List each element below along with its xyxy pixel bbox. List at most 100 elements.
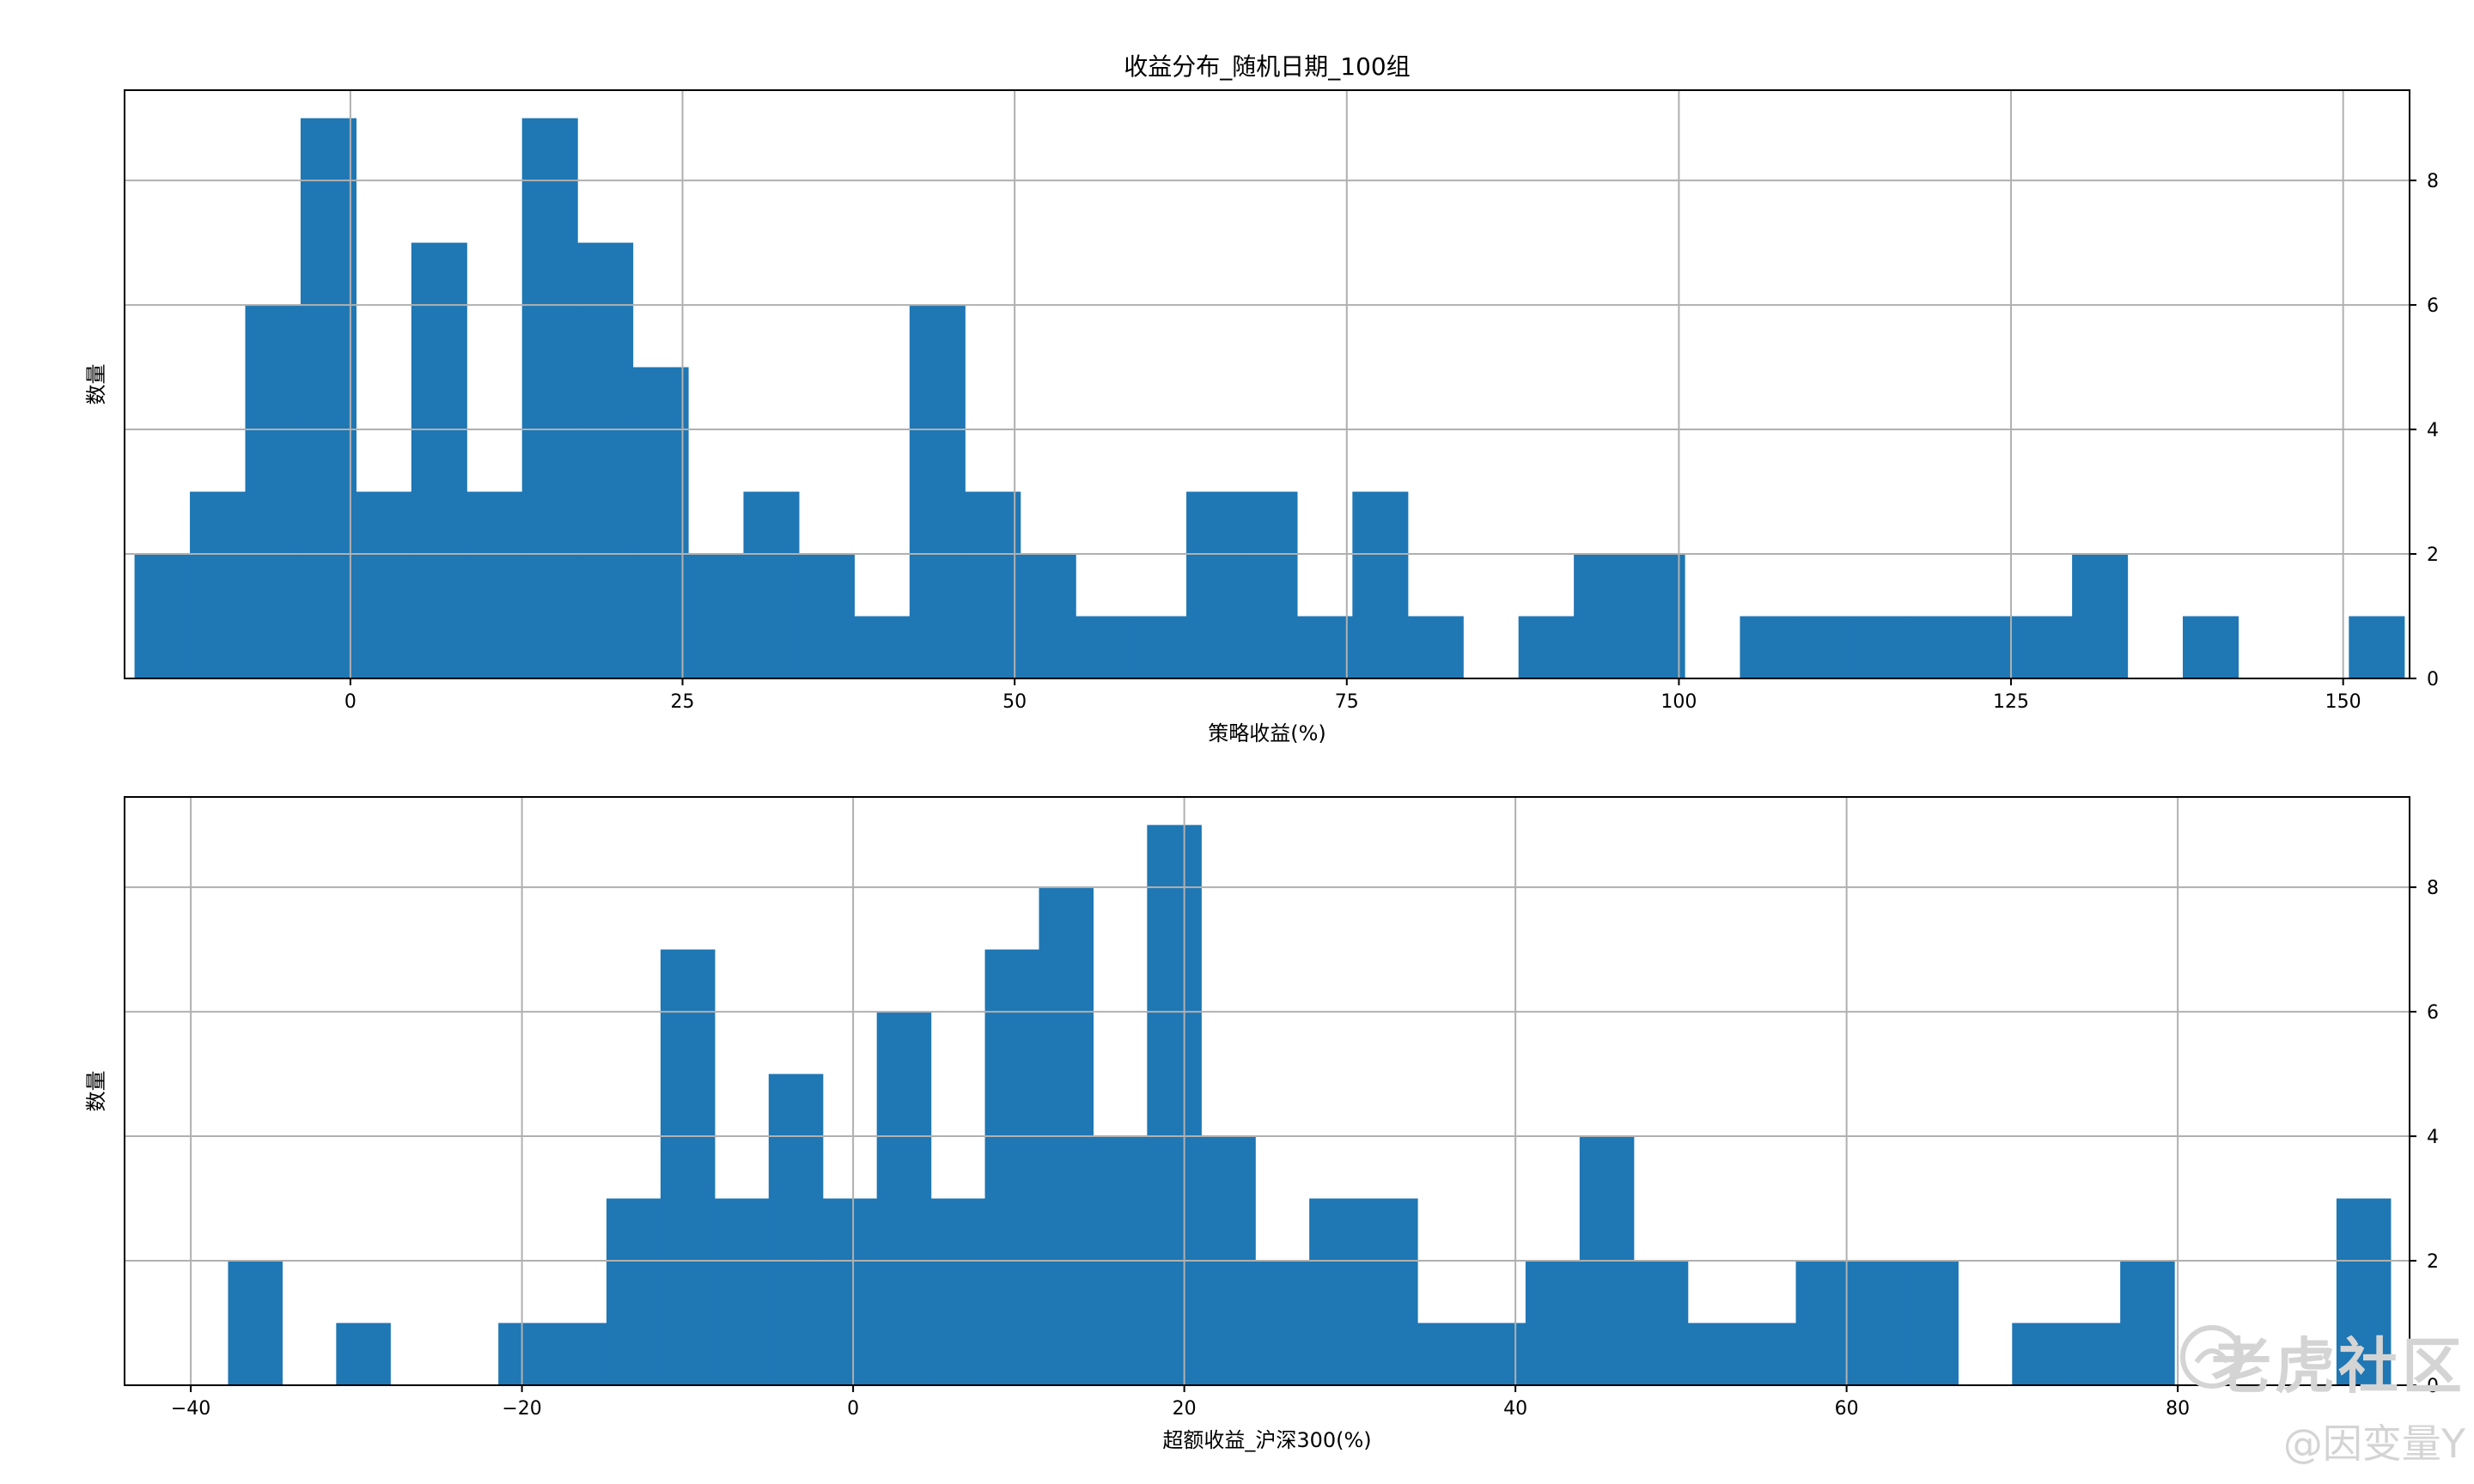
histogram-bar [552,1323,607,1385]
y-axis-label: 数量 [84,1071,108,1112]
plot-frame [124,89,2410,679]
histogram-bar [1186,491,1243,678]
x-axis-label: 策略收益(%) [1208,721,1326,745]
histogram-bar [411,242,467,678]
y-tick-label: 4 [2427,1127,2439,1148]
histogram-bar [854,616,911,678]
histogram-bar [1518,616,1575,678]
histogram-bar [1687,1323,1743,1385]
y-tick-label: 2 [2427,1251,2439,1273]
x-tick-label: 60 [1835,1398,1859,1420]
y-axis-label: 数量 [84,364,108,405]
histogram-bar [2349,616,2405,678]
histogram-bar [1130,616,1187,678]
histogram-bar [714,1198,770,1385]
histogram-bar [2336,1198,2392,1385]
histogram-bar [300,118,356,679]
histogram-bar [190,491,247,678]
histogram-bar [1629,554,1685,678]
y-tick-label: 8 [2427,878,2439,899]
histogram-bar [1740,616,1796,678]
histogram-bar [521,118,578,679]
x-tick-label: 25 [671,691,695,713]
histogram-bar [1795,1261,1851,1385]
x-axis-label: 超额收益_沪深300(%) [1162,1428,1371,1452]
histogram-bar [1633,1261,1689,1385]
histogram-bar [1741,1323,1797,1385]
histogram-bar [984,949,1040,1385]
histogram-bar [1076,616,1132,678]
x-tick-label: 0 [344,691,356,713]
plot-frame [124,796,2410,1386]
histogram-bar [1905,616,1962,678]
histogram-bar [577,242,634,678]
histogram-bar [1850,616,1907,678]
x-tick-label: 150 [2325,691,2361,713]
x-tick-label: −20 [502,1398,541,1420]
histogram-bar [2182,616,2239,678]
x-tick-label: 20 [1173,1398,1197,1420]
x-tick-label: 75 [1335,691,1359,713]
chart-strategy-return: 0 25 50 75 100 125 150 0 2 4 6 8 策略收益(%) 数量 收益分布_随机日期_… [84,52,2439,745]
histogram-bar [336,1323,391,1385]
histogram-bar [798,554,855,678]
histogram-bar [660,949,716,1385]
histogram-bar [606,1198,661,1385]
y-tick-label: 0 [2427,1376,2439,1397]
histogram-bar [2016,616,2073,678]
histogram-bar [245,305,302,678]
histogram-bar [1352,491,1409,678]
x-tick-label: 100 [1661,691,1697,713]
y-tick-label: 4 [2427,420,2439,441]
histogram-bar [1147,824,1202,1385]
y-tick-label: 2 [2427,544,2439,566]
y-tick-label: 6 [2427,1002,2439,1024]
histogram-bar [2120,1261,2175,1385]
histogram-bar [1363,1198,1418,1385]
histogram-bar [1020,554,1076,678]
y-tick-label: 6 [2427,295,2439,317]
histogram-bar [1904,1261,1959,1385]
tiger-logo-icon [2178,1323,2246,1391]
histogram-bar [768,1073,824,1385]
watermark-author: @因变量Y [2282,1420,2465,1467]
histogram-bar [2066,1323,2121,1385]
histogram-bar [1255,1261,1310,1385]
histogram-bar [688,554,745,678]
histogram-bar [2072,554,2129,678]
histogram-bar [876,1012,932,1385]
histogram-bar [2012,1323,2067,1385]
y-tick-label: 8 [2427,171,2439,192]
histogram-bar [1795,616,1851,678]
histogram-bar [743,491,800,678]
y-tick-label: 0 [2427,669,2439,690]
histogram-bar [1849,1261,1905,1385]
chart-excess-return: −40 −20 0 20 40 60 80 0 2 4 6 8 超额收益_沪深300(%) 数量 [84,796,2439,1452]
histogram-bar [228,1261,283,1385]
histogram-bar [1407,616,1464,678]
x-tick-label: 125 [1993,691,2029,713]
histogram-bar [498,1323,553,1385]
histogram-bar [1525,1261,1581,1385]
x-tick-label: 0 [847,1398,859,1420]
x-tick-label: 40 [1503,1398,1527,1420]
histogram-bar [356,491,412,678]
histogram-bar [134,554,191,678]
histogram-bar [909,305,966,678]
histogram-bar [822,1198,878,1385]
histogram-bar [1417,1323,1472,1385]
chart-title: 收益分布_随机日期_100组 [1124,52,1410,81]
histogram-bar [1241,491,1298,678]
histogram-bar [632,367,689,678]
histogram-bar [1961,616,2018,678]
x-tick-label: −40 [171,1398,210,1420]
histogram-bar [466,491,523,678]
histogram-bar [1471,1323,1526,1385]
histogram-bar [1574,554,1630,678]
x-tick-label: 50 [1002,691,1027,713]
x-tick-label: 80 [2166,1398,2190,1420]
histogram-bar [930,1198,986,1385]
histogram-bar [1309,1198,1364,1385]
histogram-bar [1296,616,1353,678]
